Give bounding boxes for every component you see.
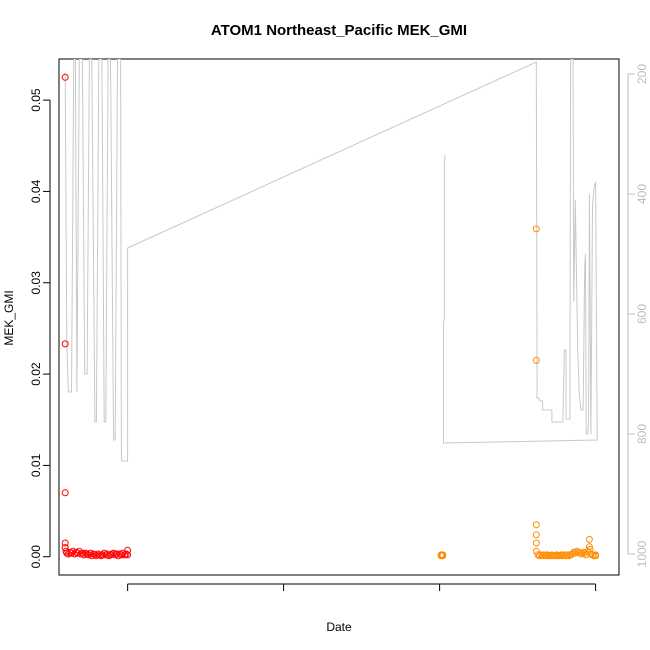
data-point-s1-45 xyxy=(124,546,132,554)
y-tick-label-2: 0.02 xyxy=(29,362,43,386)
altitude-layer xyxy=(64,59,598,462)
y-axis-label: MEK_GMI xyxy=(2,290,16,345)
y-tick-label-3: 0.03 xyxy=(29,271,43,295)
data-point-s2-9 xyxy=(532,539,540,547)
points-layer xyxy=(61,73,600,560)
data-point-s1-3 xyxy=(61,539,69,547)
data-point-s2-4 xyxy=(439,551,447,559)
y-axis: 0.00 0.01 0.02 0.03 0.04 0.05 xyxy=(29,88,51,569)
data-point-s2-7 xyxy=(532,521,540,529)
y2-tick-label-0: 200 xyxy=(635,64,649,84)
y-tick-label-5: 0.05 xyxy=(29,88,43,112)
y2-tick-label-4: 1000 xyxy=(635,540,649,567)
data-point-s2-51 xyxy=(592,552,600,560)
data-point-s2-5 xyxy=(532,225,540,233)
y2-tick-label-2: 600 xyxy=(635,304,649,324)
data-point-s2-8 xyxy=(532,531,540,539)
y2-axis: 200 400 600 800 1000 xyxy=(627,64,649,567)
data-point-s1-16 xyxy=(78,549,86,557)
data-point-s2-39 xyxy=(578,550,586,558)
data-point-s1-0 xyxy=(61,73,69,81)
data-point-s2-48 xyxy=(589,551,596,559)
data-point-s1-13 xyxy=(74,549,82,557)
data-point-s2-44 xyxy=(585,535,593,543)
data-point-s2-45 xyxy=(585,543,593,551)
chart-title: ATOM1 Northeast_Pacific MEK_GMI xyxy=(211,22,467,39)
x-axis-label: Date xyxy=(326,620,352,634)
altitude-line xyxy=(64,59,598,462)
y-tick-label-1: 0.01 xyxy=(29,453,43,477)
y-tick-label-0: 0.00 xyxy=(29,545,43,569)
plot-frame xyxy=(58,58,620,576)
data-point-s1-1 xyxy=(61,340,69,348)
data-point-s1-22 xyxy=(88,552,96,560)
data-point-s1-2 xyxy=(61,489,69,497)
data-point-s1-46 xyxy=(124,551,132,559)
x-axis xyxy=(127,583,597,591)
y2-tick-label-3: 800 xyxy=(635,424,649,444)
data-point-s1-44 xyxy=(122,550,130,558)
data-point-s2-29 xyxy=(562,552,570,560)
data-point-s1-17 xyxy=(80,551,88,559)
data-point-s2-6 xyxy=(532,356,540,364)
y2-tick-label-1: 400 xyxy=(635,184,649,204)
y-tick-label-4: 0.04 xyxy=(29,179,43,203)
